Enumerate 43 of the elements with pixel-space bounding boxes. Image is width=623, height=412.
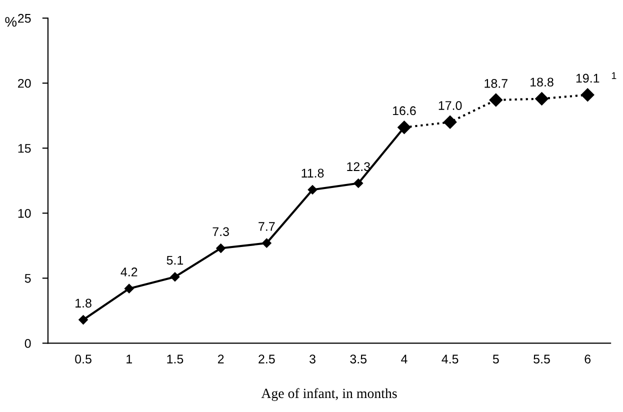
data-label: 1.8: [76, 298, 92, 308]
point: [78, 315, 88, 324]
data-label: 4.2: [120, 268, 138, 276]
data-label: 7.3: [212, 227, 229, 236]
y-tick-label: 15: [18, 144, 31, 153]
x-tick-label: 5: [492, 354, 499, 364]
x-tick-label: 6: [584, 354, 591, 364]
annotation: 1: [612, 72, 616, 79]
data-label: 18.7: [484, 79, 508, 88]
data-label: 18.8: [530, 78, 554, 87]
point: [308, 185, 318, 194]
y-tick-label: 0: [24, 338, 31, 348]
point: [581, 88, 594, 102]
point: [124, 284, 134, 294]
x-tick-label: 0.5: [75, 354, 92, 364]
data-label: 7.7: [258, 222, 275, 231]
y-axis-title: %: [5, 16, 17, 27]
x-tick-label: 2: [218, 354, 224, 364]
x-tick-label: 5.5: [534, 354, 550, 364]
x-tick-label: 4.5: [442, 354, 458, 364]
point: [262, 238, 272, 248]
data-label: 5.1: [166, 256, 184, 265]
y-tick-label: 10: [18, 208, 31, 218]
x-axis-title: Age of infant, in months: [261, 388, 397, 401]
x-tick-label: 3.5: [350, 354, 367, 364]
x-tick-label: 1: [126, 354, 132, 364]
point: [216, 244, 226, 253]
y-tick-label: 25: [18, 14, 31, 23]
y-tick-label: 5: [24, 274, 31, 283]
point: [489, 93, 503, 107]
data-label: 17.0: [438, 101, 462, 110]
x-tick-label: 3: [310, 354, 316, 364]
point: [354, 178, 363, 188]
y-tick-label: 20: [18, 78, 31, 88]
x-tick-label: 2.5: [258, 354, 275, 364]
data-label: 11.8: [302, 168, 324, 178]
data-label: 16.6: [393, 106, 416, 116]
x-tick-label: 1.5: [167, 354, 184, 364]
point: [170, 272, 180, 282]
point: [535, 92, 548, 106]
point: [443, 116, 457, 129]
x-tick-label: 4: [401, 354, 408, 364]
data-label: 19.1: [576, 74, 600, 83]
